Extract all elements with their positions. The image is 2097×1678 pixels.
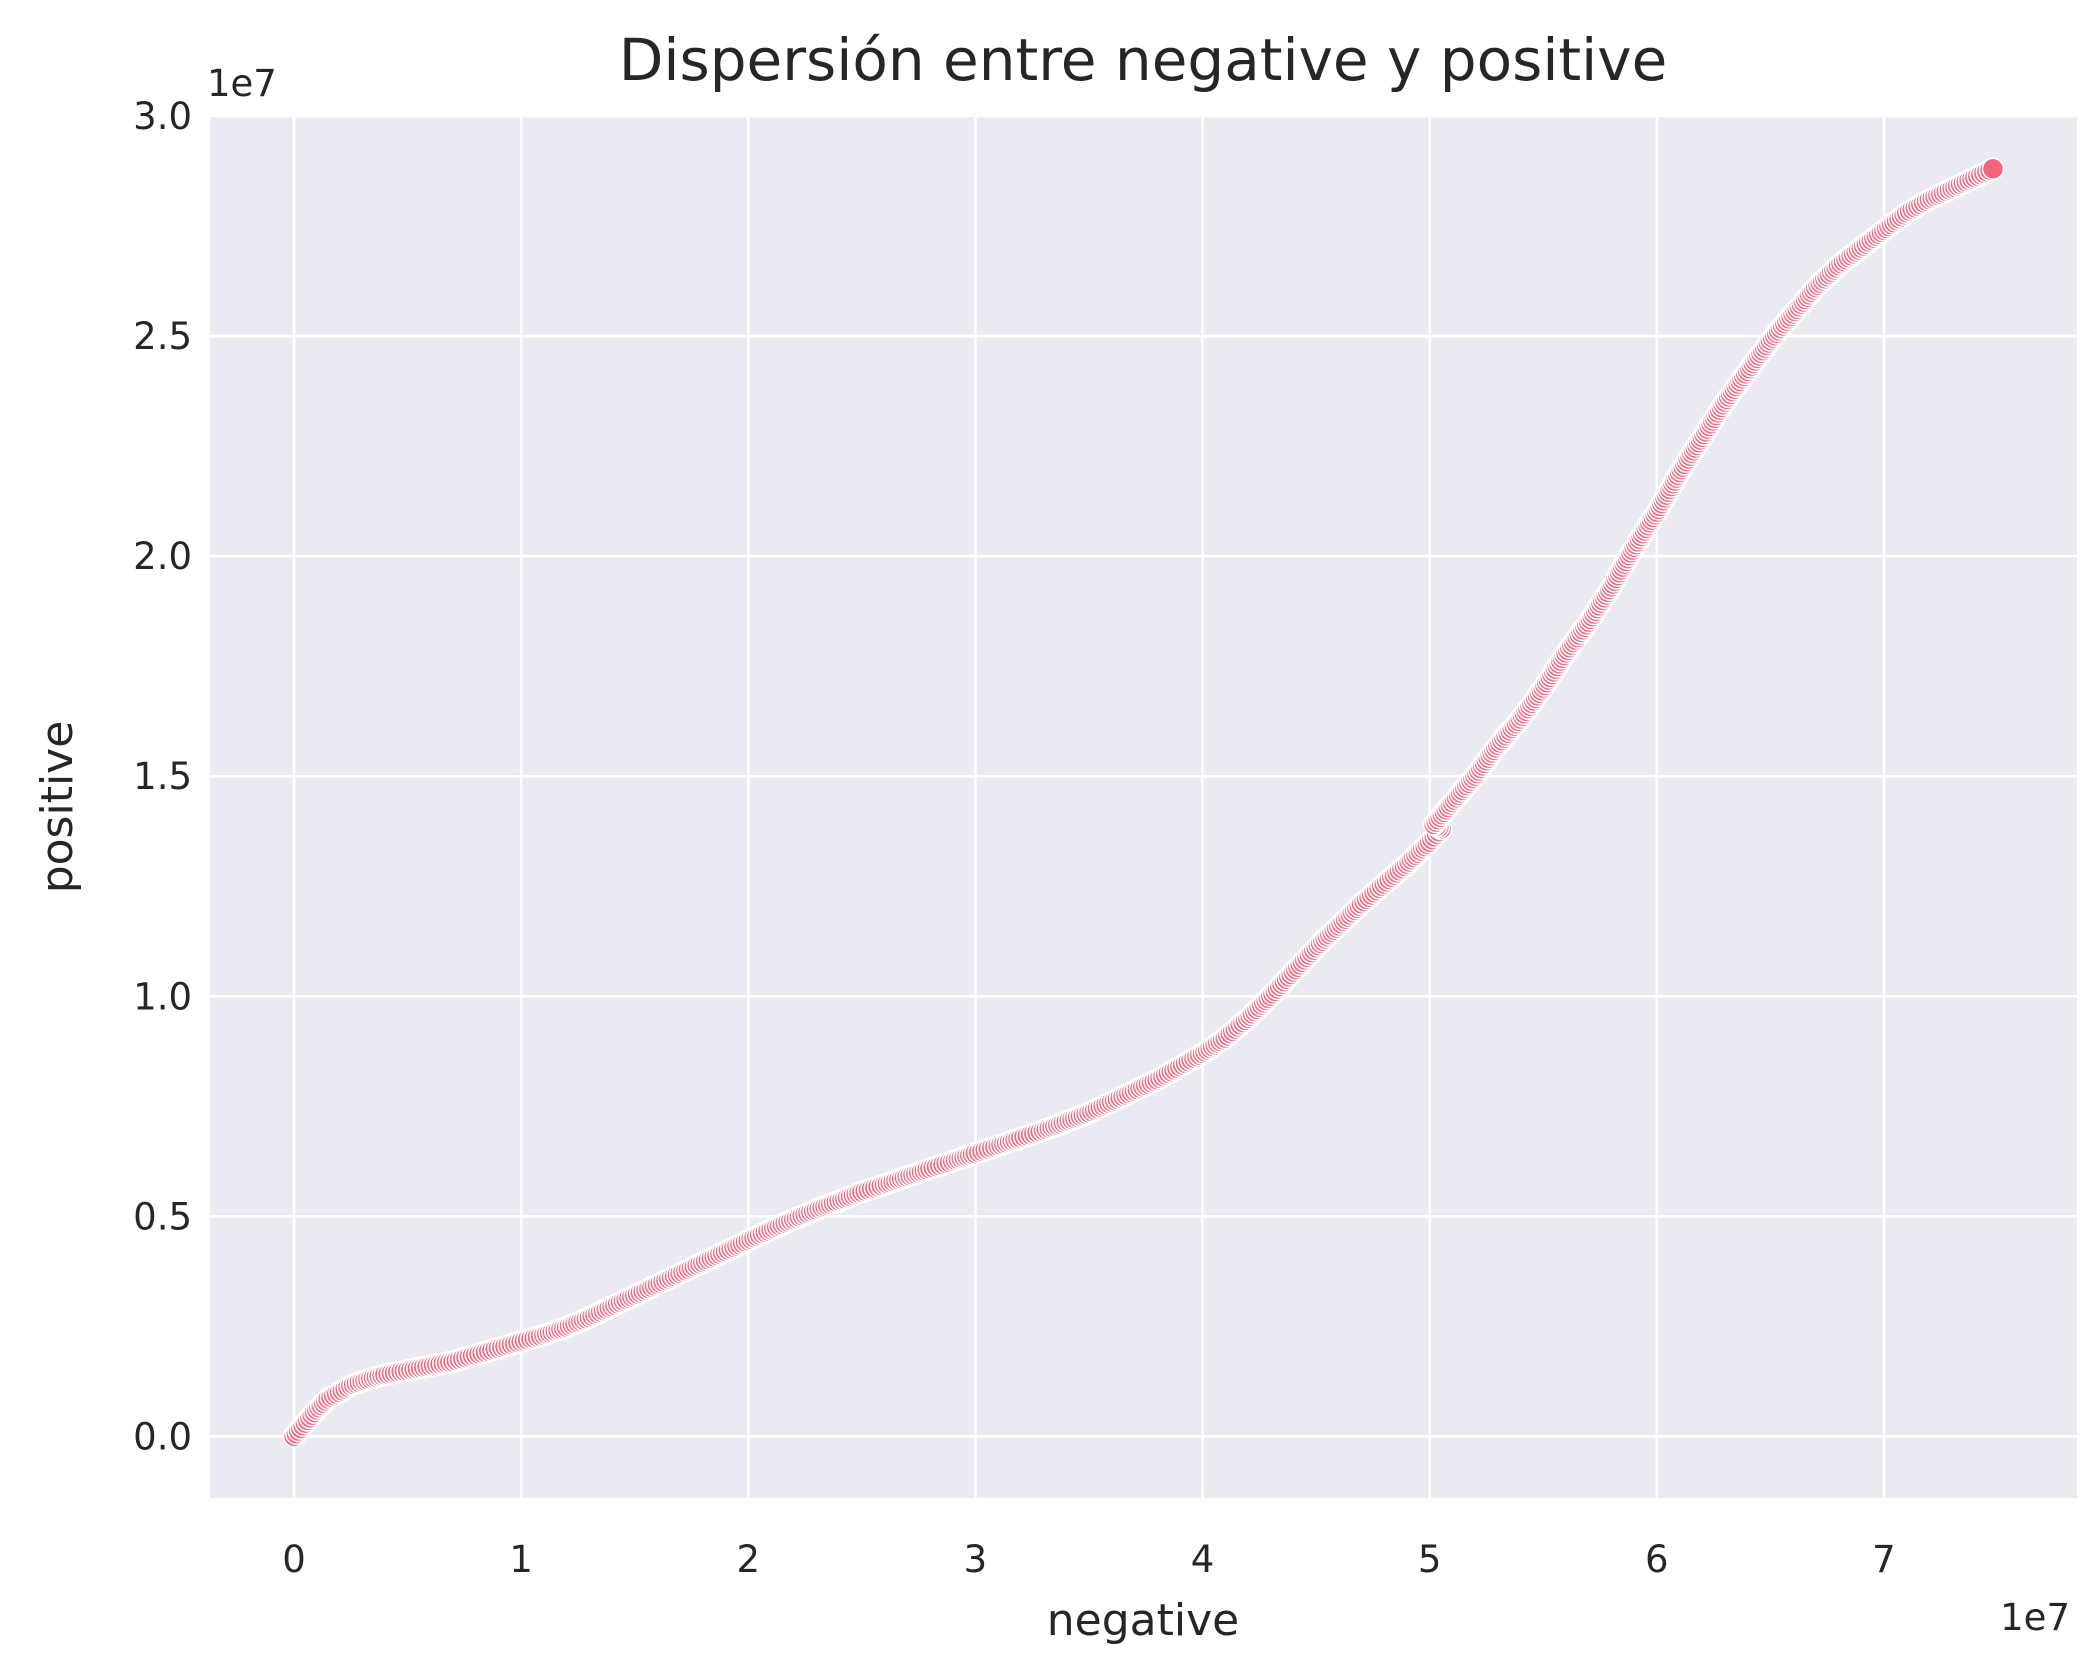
y-tick-labels: 0.0 0.5 1.0 1.5 2.0 2.5 3.0 <box>133 95 192 1458</box>
x-tick-label: 4 <box>1191 1538 1215 1581</box>
x-tick-label: 5 <box>1418 1538 1442 1581</box>
x-tick-label: 1 <box>509 1538 533 1581</box>
x-tick-label: 2 <box>737 1538 761 1581</box>
x-axis-label: negative <box>1047 1595 1239 1646</box>
chart-title: Dispersión entre negative y positive <box>619 26 1668 94</box>
y-offset-text: 1e7 <box>207 62 277 105</box>
grid-lines <box>210 114 2077 1498</box>
y-tick-label: 2.0 <box>133 535 192 578</box>
y-tick-label: 0.5 <box>133 1195 192 1238</box>
x-tick-label: 3 <box>964 1538 988 1581</box>
y-tick-label: 0.0 <box>133 1415 192 1458</box>
x-tick-label: 7 <box>1872 1538 1896 1581</box>
scatter-point <box>1981 157 2005 181</box>
y-tick-label: 1.0 <box>133 975 192 1018</box>
y-axis-label: positive <box>32 721 83 894</box>
x-offset-text: 1e7 <box>2000 1596 2070 1639</box>
x-tick-label: 0 <box>282 1538 306 1581</box>
y-tick-label: 2.5 <box>133 315 192 358</box>
x-tick-label: 6 <box>1645 1538 1669 1581</box>
x-tick-labels: 0 1 2 3 4 5 6 7 <box>282 1538 1895 1581</box>
y-tick-label: 1.5 <box>133 755 192 798</box>
scatter-points <box>282 157 2005 1448</box>
y-tick-label: 3.0 <box>133 95 192 138</box>
